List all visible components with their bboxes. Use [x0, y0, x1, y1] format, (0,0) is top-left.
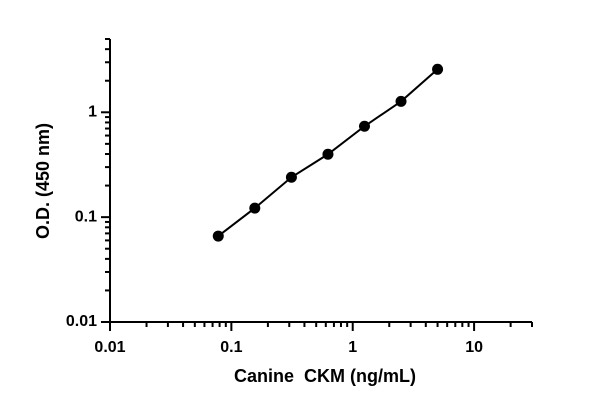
- x-tick-label: 0.1: [220, 339, 242, 356]
- data-point: [249, 202, 261, 214]
- y-tick-label: 0.01: [66, 313, 97, 330]
- data-point: [322, 148, 334, 160]
- x-tick-label: 0.01: [94, 339, 125, 356]
- data-point: [285, 171, 297, 183]
- data-point: [212, 230, 224, 242]
- data-point: [395, 95, 407, 107]
- data-point: [358, 120, 370, 132]
- y-tick-label: 0.1: [75, 208, 97, 225]
- x-tick-label: 10: [465, 339, 483, 356]
- data-point: [432, 63, 444, 75]
- x-tick-label: 1: [348, 339, 357, 356]
- y-tick-label: 1: [88, 104, 97, 121]
- y-axis-label: O.D. (450 nm): [33, 123, 53, 239]
- x-axis-label: Canine CKM (ng/mL): [234, 366, 416, 386]
